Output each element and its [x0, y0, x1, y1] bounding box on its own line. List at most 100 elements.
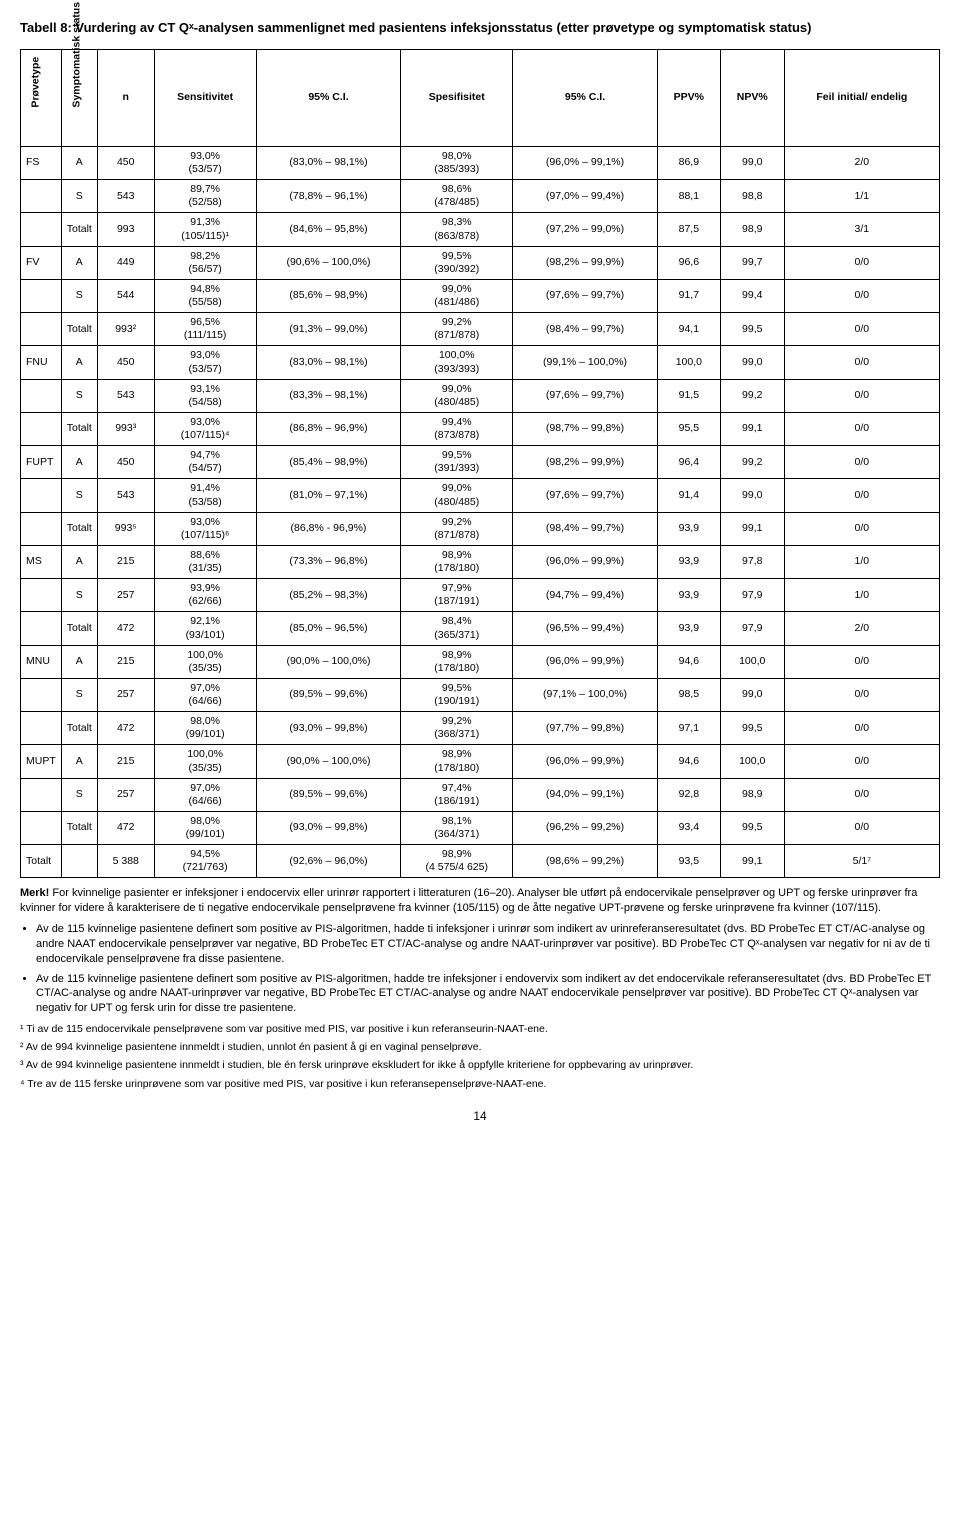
merk-note: Merk! For kvinnelige pasienter er infeks…: [20, 886, 940, 916]
table-row: Totalt47298,0%(99/101)(93,0% – 99,8%)98,…: [21, 811, 940, 844]
cell-n: 993: [97, 213, 154, 246]
cell-p: [21, 313, 62, 346]
cell-sens: 93,9%(62/66): [154, 579, 256, 612]
cell-s: A: [61, 346, 97, 379]
cell-sens: 91,3%(105/115)¹: [154, 213, 256, 246]
cell-sens: 100,0%(35/35): [154, 745, 256, 778]
cell-npv: 99,2: [720, 379, 784, 412]
table-row: S54389,7%(52/58)(78,8% – 96,1%)98,6%(478…: [21, 180, 940, 213]
cell-ppv: 94,6: [657, 645, 720, 678]
table-row: S25797,0%(64/66)(89,5% – 99,6%)97,4%(186…: [21, 778, 940, 811]
cell-spes: 99,2%(871/878): [401, 512, 513, 545]
cell-spes: 100,0%(393/393): [401, 346, 513, 379]
cell-feil: 1/1: [784, 180, 939, 213]
cell-n: 215: [97, 545, 154, 578]
cell-p: [21, 778, 62, 811]
cell-ci2: (98,4% – 99,7%): [513, 313, 658, 346]
cell-ppv: 93,5: [657, 845, 720, 878]
cell-s: A: [61, 545, 97, 578]
cell-npv: 99,1: [720, 845, 784, 878]
col-n: n: [97, 49, 154, 146]
cell-spes: 99,0%(480/485): [401, 379, 513, 412]
cell-ppv: 91,5: [657, 379, 720, 412]
col-ppv: PPV%: [657, 49, 720, 146]
table-row: Totalt993⁵93,0%(107/115)⁶(86,8% - 96,9%)…: [21, 512, 940, 545]
cell-sens: 88,6%(31/35): [154, 545, 256, 578]
cell-p: MNU: [21, 645, 62, 678]
cell-ppv: 93,9: [657, 579, 720, 612]
cell-ci2: (98,2% – 99,9%): [513, 246, 658, 279]
cell-ppv: 91,7: [657, 279, 720, 312]
cell-p: [21, 579, 62, 612]
cell-ppv: 86,9: [657, 146, 720, 179]
cell-ci1: (83,3% – 98,1%): [256, 379, 401, 412]
cell-sens: 100,0%(35/35): [154, 645, 256, 678]
cell-ci1: (90,0% – 100,0%): [256, 645, 401, 678]
cell-npv: 99,5: [720, 811, 784, 844]
cell-feil: 2/0: [784, 146, 939, 179]
cell-feil: 0/0: [784, 346, 939, 379]
cell-p: FV: [21, 246, 62, 279]
cell-sens: 91,4%(53/58): [154, 479, 256, 512]
cell-npv: 99,1: [720, 412, 784, 445]
cell-sens: 96,5%(111/115): [154, 313, 256, 346]
cell-npv: 97,9: [720, 579, 784, 612]
cell-spes: 98,4%(365/371): [401, 612, 513, 645]
cell-npv: 99,4: [720, 279, 784, 312]
cell-ci1: (84,6% – 95,8%): [256, 213, 401, 246]
cell-p: [21, 479, 62, 512]
cell-n: 450: [97, 146, 154, 179]
cell-spes: 97,4%(186/191): [401, 778, 513, 811]
table-row: S54494,8%(55/58)(85,6% – 98,9%)99,0%(481…: [21, 279, 940, 312]
cell-ci2: (97,6% – 99,7%): [513, 479, 658, 512]
cell-ci2: (97,6% – 99,7%): [513, 279, 658, 312]
table-row: FVA44998,2%(56/57)(90,6% – 100,0%)99,5%(…: [21, 246, 940, 279]
col-ci1: 95% C.I.: [256, 49, 401, 146]
table-row: S54391,4%(53/58)(81,0% – 97,1%)99,0%(480…: [21, 479, 940, 512]
cell-spes: 99,0%(481/486): [401, 279, 513, 312]
cell-ci1: (85,4% – 98,9%): [256, 446, 401, 479]
col-sens: Sensitivitet: [154, 49, 256, 146]
cell-n: 993²: [97, 313, 154, 346]
cell-npv: 98,8: [720, 180, 784, 213]
cell-spes: 99,5%(390/392): [401, 246, 513, 279]
merk-label: Merk!: [20, 887, 49, 899]
cell-s: A: [61, 446, 97, 479]
table-row: FSA45093,0%(53/57)(83,0% – 98,1%)98,0%(3…: [21, 146, 940, 179]
cell-sens: 98,0%(99/101): [154, 712, 256, 745]
cell-spes: 99,2%(871/878): [401, 313, 513, 346]
bullet-item: Av de 115 kvinnelige pasientene definert…: [36, 922, 940, 967]
cell-spes: 97,9%(187/191): [401, 579, 513, 612]
table-row: FNUA45093,0%(53/57)(83,0% – 98,1%)100,0%…: [21, 346, 940, 379]
table-row: Totalt47292,1%(93/101)(85,0% – 96,5%)98,…: [21, 612, 940, 645]
cell-ci1: (90,6% – 100,0%): [256, 246, 401, 279]
cell-ci1: (85,0% – 96,5%): [256, 612, 401, 645]
cell-spes: 98,1%(364/371): [401, 811, 513, 844]
cell-npv: 98,9: [720, 778, 784, 811]
cell-p: [21, 180, 62, 213]
cell-ci2: (96,2% – 99,2%): [513, 811, 658, 844]
page-number: 14: [20, 1109, 940, 1123]
footnote: ¹ Ti av de 115 endocervikale penselprøve…: [20, 1022, 940, 1036]
cell-ppv: 96,6: [657, 246, 720, 279]
cell-npv: 99,0: [720, 479, 784, 512]
cell-feil: 0/0: [784, 745, 939, 778]
cell-sens: 93,0%(107/115)⁴: [154, 412, 256, 445]
cell-sens: 93,0%(53/57): [154, 346, 256, 379]
data-table: Prøvetype Symptomatisk status n Sensitiv…: [20, 49, 940, 879]
cell-ci1: (89,5% – 99,6%): [256, 778, 401, 811]
cell-ppv: 93,4: [657, 811, 720, 844]
cell-ci2: (97,2% – 99,0%): [513, 213, 658, 246]
cell-npv: 99,0: [720, 678, 784, 711]
cell-n: 450: [97, 446, 154, 479]
col-symptomatisk: Symptomatisk status: [61, 49, 97, 146]
cell-ci2: (97,6% – 99,7%): [513, 379, 658, 412]
cell-n: 5 388: [97, 845, 154, 878]
cell-feil: 0/0: [784, 412, 939, 445]
cell-ppv: 94,6: [657, 745, 720, 778]
cell-ppv: 92,8: [657, 778, 720, 811]
cell-ppv: 93,9: [657, 512, 720, 545]
cell-feil: 0/0: [784, 313, 939, 346]
cell-ci2: (96,5% – 99,4%): [513, 612, 658, 645]
cell-ci2: (96,0% – 99,1%): [513, 146, 658, 179]
